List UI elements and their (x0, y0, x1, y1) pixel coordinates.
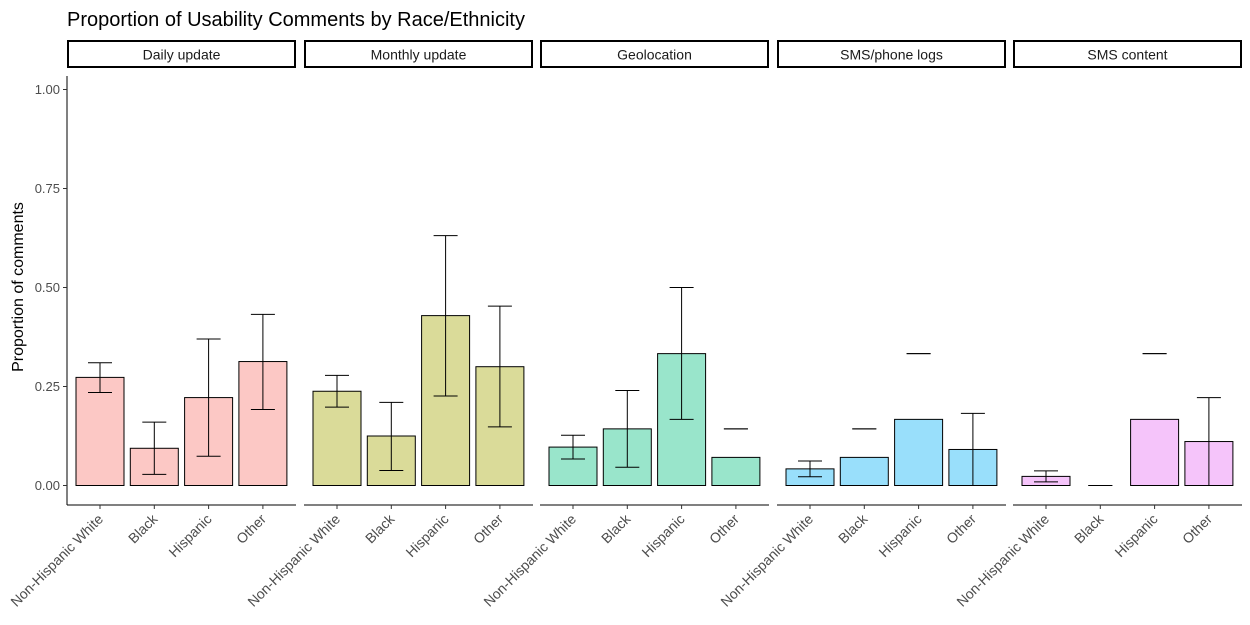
facet-strip (777, 40, 1006, 68)
x-tick-label: Black (125, 510, 161, 546)
x-tick-label: Black (835, 510, 871, 546)
x-tick-label: Black (362, 510, 398, 546)
facet-strip (304, 40, 533, 68)
x-tick-label: Other (706, 511, 742, 547)
x-tick-label: Other (470, 511, 506, 547)
y-axis: 0.00 0.25 0.50 0.75 1.00 (35, 76, 68, 505)
facet-strip-label: Monthly update (371, 47, 467, 63)
x-tick-label: Other (233, 511, 269, 547)
y-tick-label: 0.50 (35, 280, 60, 295)
x-tick-label: Black (1071, 510, 1107, 546)
bar (1130, 418, 1180, 487)
facet-strip-label: Geolocation (617, 47, 692, 63)
x-tick-label: Other (943, 511, 979, 547)
bar (839, 456, 889, 487)
chart-title: Proportion of Usability Comments by Race… (67, 9, 525, 31)
bar (894, 418, 944, 487)
x-tick-label: Hispanic (1111, 511, 1160, 560)
facet-strip-label: SMS content (1087, 47, 1167, 63)
x-tick-label: Other (1179, 511, 1215, 547)
x-tick-label: Hispanic (402, 511, 451, 560)
facet-strip (1013, 40, 1242, 68)
y-tick-label: 0.75 (35, 181, 60, 196)
x-tick-label: Hispanic (875, 511, 924, 560)
x-tick-label: Hispanic (165, 511, 214, 560)
x-tick-label: Black (598, 510, 634, 546)
y-tick-label: 0.25 (35, 379, 60, 394)
y-tick-label: 0.00 (35, 478, 60, 493)
facet-strip-label: SMS/phone logs (840, 47, 943, 63)
facet-strip-label: Daily update (143, 47, 221, 63)
y-axis-title: Proportion of comments (10, 202, 27, 372)
bar (75, 376, 125, 486)
facet-panel: Daily update Non-Hispanic White Black Hispa… (7, 40, 296, 610)
y-tick-label: 1.00 (35, 82, 60, 97)
facet-strip (67, 40, 296, 68)
bar (711, 456, 761, 487)
x-tick-label: Hispanic (638, 511, 687, 560)
x-tick-label: Non-Hispanic White (7, 511, 106, 610)
facet-strip (540, 40, 769, 68)
